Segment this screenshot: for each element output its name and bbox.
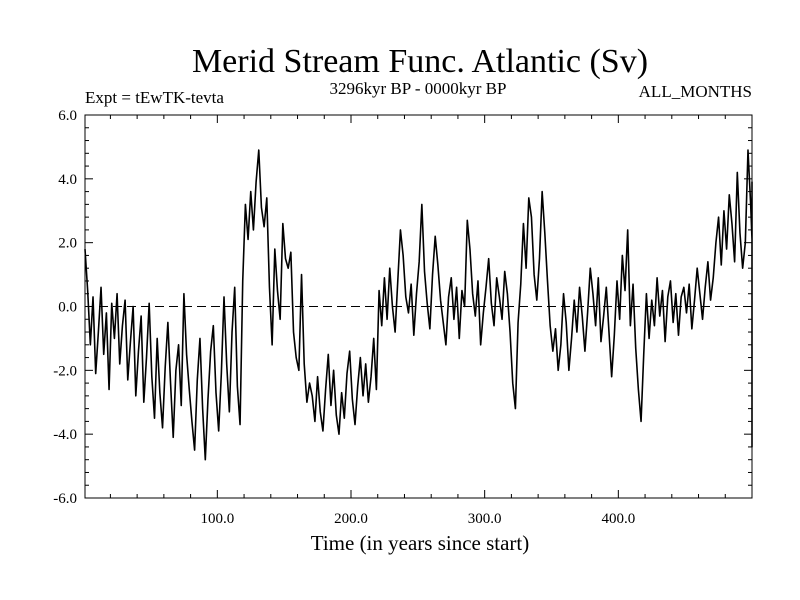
y-tick-label: -6.0 [53, 491, 77, 507]
x-tick-label: 300.0 [468, 511, 502, 527]
experiment-label: Expt = tEwTK-tevta [85, 88, 224, 107]
y-tick-label: 6.0 [58, 108, 77, 124]
y-tick-label: 0.0 [58, 300, 77, 316]
plot-frame [84, 114, 753, 499]
months-label: ALL_MONTHS [639, 82, 752, 101]
x-tick-label: 400.0 [601, 511, 635, 527]
x-tick-label: 200.0 [334, 511, 368, 527]
x-tick-label: 100.0 [200, 511, 234, 527]
x-axis-label: Time (in years since start) [311, 531, 530, 555]
chart-title: Merid Stream Func. Atlantic (Sv) [192, 43, 648, 80]
y-tick-label: 4.0 [58, 172, 77, 188]
data-series-line [84, 149, 753, 461]
y-tick-label: 2.0 [58, 236, 77, 252]
time-range-label: 3296kyr BP - 0000kyr BP [330, 79, 507, 98]
y-tick-label: -2.0 [53, 363, 77, 379]
y-tick-label: -4.0 [53, 427, 77, 443]
